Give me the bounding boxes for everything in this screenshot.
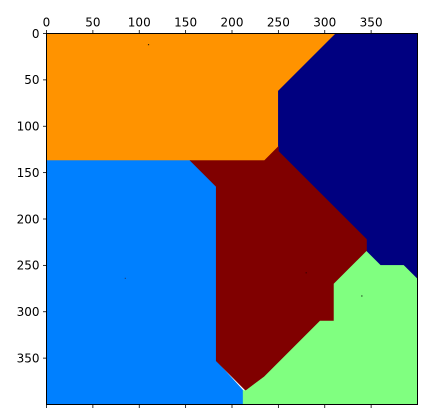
x-tick-label: 150 — [174, 16, 197, 30]
y-tick-label: 100 — [17, 120, 40, 134]
region-green — [242, 251, 418, 405]
x-axis-bottom — [46, 404, 372, 408]
x-tick-label: 0 — [43, 16, 51, 30]
image-regions — [46, 33, 418, 405]
speck-3 — [124, 277, 126, 279]
x-tick-label: 350 — [360, 16, 383, 30]
y-axis-left: 0 50 100 150 200 250 300 350 — [17, 27, 47, 365]
y-tick-label: 250 — [17, 259, 40, 273]
speck-1 — [361, 295, 363, 297]
x-tick-label: 50 — [85, 16, 100, 30]
y-tick-label: 0 — [32, 27, 40, 41]
x-tick-label: 300 — [313, 16, 336, 30]
image-specks — [124, 44, 363, 297]
x-axis-top: 0 50 100 150 200 250 300 350 — [43, 16, 383, 34]
x-tick-label: 200 — [221, 16, 244, 30]
y-tick-label: 350 — [17, 351, 40, 365]
x-tick-label: 100 — [128, 16, 151, 30]
speck-2 — [305, 272, 307, 274]
y-tick-label: 50 — [24, 73, 39, 87]
y-tick-label: 150 — [17, 166, 40, 180]
speck-0 — [147, 44, 150, 46]
y-tick-label: 300 — [17, 305, 40, 319]
x-tick-label: 250 — [267, 16, 290, 30]
region-blue — [46, 160, 244, 405]
y-tick-label: 200 — [17, 212, 40, 226]
